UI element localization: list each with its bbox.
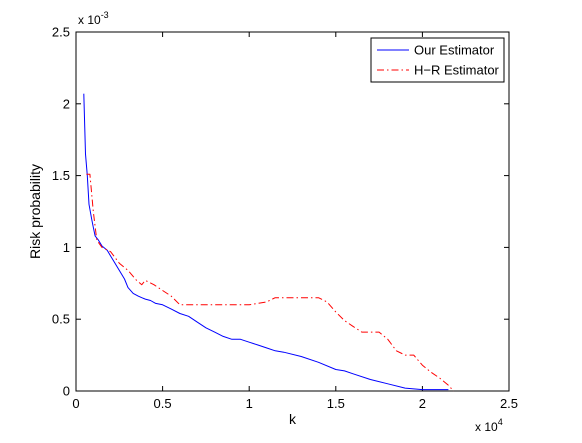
x-tick-label: 0.5	[154, 396, 172, 411]
x-axis: 0 0.5 1 1.5 2 2.5	[72, 32, 518, 411]
x-multiplier-exponent: 4	[498, 417, 503, 427]
series-layer	[83, 93, 454, 392]
series-line-hr-estimator	[86, 173, 454, 392]
series-line-our-estimator	[83, 93, 449, 391]
x-tick-label: 2	[419, 396, 426, 411]
legend-label-our-estimator: Our Estimator	[414, 43, 495, 58]
y-multiplier-base: x 10	[78, 13, 101, 27]
y-axis-multiplier: x 10-3	[78, 10, 109, 27]
x-tick-label: 0	[72, 396, 79, 411]
y-tick-label: 0	[63, 384, 70, 399]
y-tick-label: 2	[63, 96, 70, 111]
x-tick-label: 2.5	[500, 396, 518, 411]
y-axis-label: Risk probability	[27, 164, 43, 259]
legend-label-hr-estimator: H−R Estimator	[414, 63, 500, 78]
x-tick-label: 1	[246, 396, 253, 411]
plot-area	[75, 31, 510, 392]
x-axis-multiplier: x 104	[475, 417, 503, 434]
y-tick-label: 1	[63, 240, 70, 255]
legend: Our Estimator H−R Estimator	[370, 37, 505, 83]
legend-box	[370, 37, 505, 83]
y-tick-label: 1.5	[52, 168, 70, 183]
x-tick-label: 1.5	[327, 396, 345, 411]
x-axis-label: k	[289, 411, 297, 427]
x-multiplier-base: x 10	[475, 420, 498, 434]
y-axis: 0 0.5 1 1.5 2 2.5	[52, 25, 509, 399]
y-multiplier-exponent: -3	[101, 10, 109, 20]
y-tick-label: 0.5	[52, 312, 70, 327]
y-tick-label: 2.5	[52, 25, 70, 40]
